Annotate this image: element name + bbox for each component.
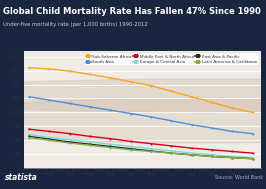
Text: Under-five mortality rate (per 1,000 births) 1990-2012: Under-five mortality rate (per 1,000 bir…	[3, 22, 147, 27]
Text: statista: statista	[5, 173, 38, 182]
Text: Source: World Bank: Source: World Bank	[215, 175, 263, 180]
Circle shape	[0, 79, 266, 112]
Ellipse shape	[0, 98, 266, 143]
Legend: Sub-Saharan Africa, South Asia, Middle East & North Africa, Europe & Central Asi: Sub-Saharan Africa, South Asia, Middle E…	[84, 53, 259, 66]
Text: Global Child Mortality Rate Has Fallen 47% Since 1990: Global Child Mortality Rate Has Fallen 4…	[3, 7, 260, 16]
